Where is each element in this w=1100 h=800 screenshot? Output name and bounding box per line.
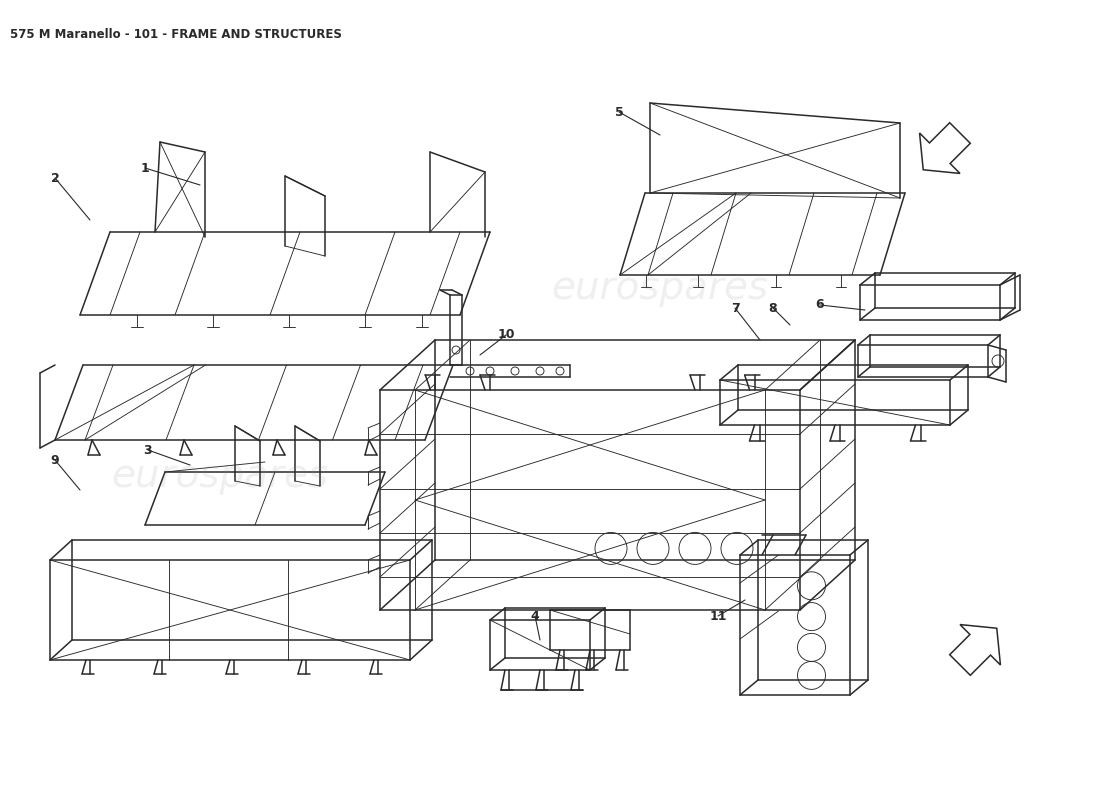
Text: 9: 9	[51, 454, 59, 466]
Text: 2: 2	[51, 171, 59, 185]
Text: 7: 7	[730, 302, 739, 314]
Text: 4: 4	[530, 610, 539, 622]
Polygon shape	[949, 625, 1000, 675]
Text: eurospares: eurospares	[111, 457, 329, 495]
Text: 3: 3	[144, 443, 152, 457]
Text: eurospares: eurospares	[551, 269, 769, 307]
Text: 1: 1	[141, 162, 150, 174]
Text: 5: 5	[615, 106, 624, 118]
Text: 6: 6	[816, 298, 824, 311]
Text: 575 M Maranello - 101 - FRAME AND STRUCTURES: 575 M Maranello - 101 - FRAME AND STRUCT…	[10, 28, 342, 41]
Text: 10: 10	[497, 329, 515, 342]
Text: 11: 11	[710, 610, 727, 622]
Polygon shape	[920, 122, 970, 174]
Text: 8: 8	[769, 302, 778, 314]
